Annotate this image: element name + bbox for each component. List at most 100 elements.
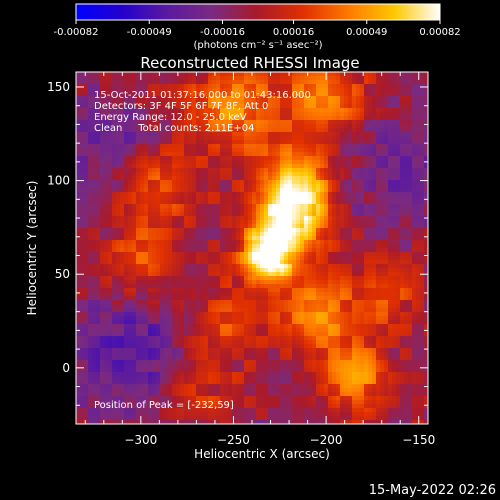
- heatmap-cell: [176, 268, 181, 273]
- heatmap-cell: [132, 384, 137, 389]
- heatmap-cell: [152, 108, 157, 113]
- heatmap-cell: [160, 296, 165, 301]
- heatmap-cell: [244, 116, 249, 121]
- heatmap-cell: [204, 112, 209, 117]
- heatmap-cell: [292, 408, 297, 413]
- heatmap-cell: [236, 248, 241, 253]
- heatmap-cell: [208, 296, 213, 301]
- heatmap-cell: [296, 112, 301, 117]
- heatmap-cell: [168, 380, 173, 385]
- heatmap-cell: [132, 116, 137, 121]
- heatmap-cell: [248, 196, 253, 201]
- heatmap-cell: [108, 372, 113, 377]
- heatmap-cell: [132, 96, 137, 101]
- heatmap-cell: [288, 160, 293, 165]
- heatmap-cell: [296, 196, 301, 201]
- heatmap-cell: [296, 152, 301, 157]
- heatmap-cell: [212, 172, 217, 177]
- heatmap-cell: [148, 284, 153, 289]
- heatmap-cell: [248, 344, 253, 349]
- heatmap-cell: [176, 128, 181, 133]
- heatmap-cell: [136, 280, 141, 285]
- heatmap-cell: [164, 220, 169, 225]
- heatmap-cell: [84, 292, 89, 297]
- heatmap-cell: [80, 348, 85, 353]
- heatmap-cell: [248, 176, 253, 181]
- heatmap-cell: [280, 224, 285, 229]
- heatmap-cell: [260, 120, 265, 125]
- heatmap-cell: [240, 304, 245, 309]
- heatmap-cell: [76, 224, 81, 229]
- heatmap-cell: [212, 248, 217, 253]
- heatmap-cell: [96, 392, 101, 397]
- heatmap-cell: [188, 304, 193, 309]
- heatmap-cell: [252, 208, 257, 213]
- heatmap-cell: [292, 176, 297, 181]
- heatmap-cell: [116, 300, 121, 305]
- heatmap-cell: [148, 172, 153, 177]
- heatmap-cell: [228, 324, 233, 329]
- heatmap-cell: [196, 396, 201, 401]
- heatmap-cell: [288, 240, 293, 245]
- heatmap-cell: [212, 296, 217, 301]
- heatmap-cell: [192, 140, 197, 145]
- heatmap-cell: [248, 408, 253, 413]
- heatmap-cell: [116, 92, 121, 97]
- heatmap-cell: [160, 216, 165, 221]
- heatmap-cell: [92, 80, 97, 85]
- heatmap-cell: [104, 96, 109, 101]
- heatmap-cell: [128, 336, 133, 341]
- heatmap-cell: [268, 308, 273, 313]
- heatmap-cell: [212, 80, 217, 85]
- heatmap-cell: [168, 316, 173, 321]
- heatmap-cell: [84, 80, 89, 85]
- heatmap-cell: [296, 140, 301, 145]
- heatmap-cell: [248, 392, 253, 397]
- heatmap-cell: [132, 272, 137, 277]
- heatmap-cell: [216, 236, 221, 241]
- heatmap-cell: [156, 88, 161, 93]
- heatmap-cell: [188, 92, 193, 97]
- heatmap-cell: [128, 240, 133, 245]
- heatmap-cell: [88, 256, 93, 261]
- heatmap-cell: [148, 200, 153, 205]
- heatmap-cell: [136, 164, 141, 169]
- heatmap-cell: [88, 208, 93, 213]
- heatmap-cell: [152, 200, 157, 205]
- heatmap-cell: [288, 348, 293, 353]
- heatmap-cell: [168, 348, 173, 353]
- heatmap-cell: [296, 244, 301, 249]
- heatmap-cell: [192, 164, 197, 169]
- colorbar-tick-label: -0.00049: [127, 27, 172, 38]
- heatmap-cell: [164, 144, 169, 149]
- heatmap-cell: [176, 340, 181, 345]
- heatmap-cell: [200, 188, 205, 193]
- heatmap-cell: [172, 308, 177, 313]
- heatmap-cell: [184, 148, 189, 153]
- heatmap-cell: [224, 120, 229, 125]
- heatmap-cell: [244, 132, 249, 137]
- heatmap-cell: [212, 312, 217, 317]
- heatmap-cell: [164, 420, 169, 424]
- heatmap-cell: [112, 324, 117, 329]
- heatmap-cell: [76, 168, 81, 173]
- heatmap-cell: [192, 332, 197, 337]
- heatmap-cell: [132, 100, 137, 105]
- heatmap-cell: [296, 392, 301, 397]
- heatmap-cell: [144, 88, 149, 93]
- heatmap-cell: [272, 108, 277, 113]
- heatmap-cell: [256, 280, 261, 285]
- heatmap-cell: [84, 400, 89, 405]
- heatmap-cell: [80, 264, 85, 269]
- heatmap-cell: [152, 244, 157, 249]
- heatmap-cell: [224, 348, 229, 353]
- heatmap-cell: [120, 296, 125, 301]
- heatmap-cell: [172, 248, 177, 253]
- heatmap-cell: [240, 232, 245, 237]
- heatmap-cell: [124, 136, 129, 141]
- heatmap-cell: [252, 264, 257, 269]
- heatmap-cell: [176, 84, 181, 89]
- heatmap-cell: [92, 104, 97, 109]
- heatmap-cell: [88, 248, 93, 253]
- heatmap-cell: [208, 412, 213, 417]
